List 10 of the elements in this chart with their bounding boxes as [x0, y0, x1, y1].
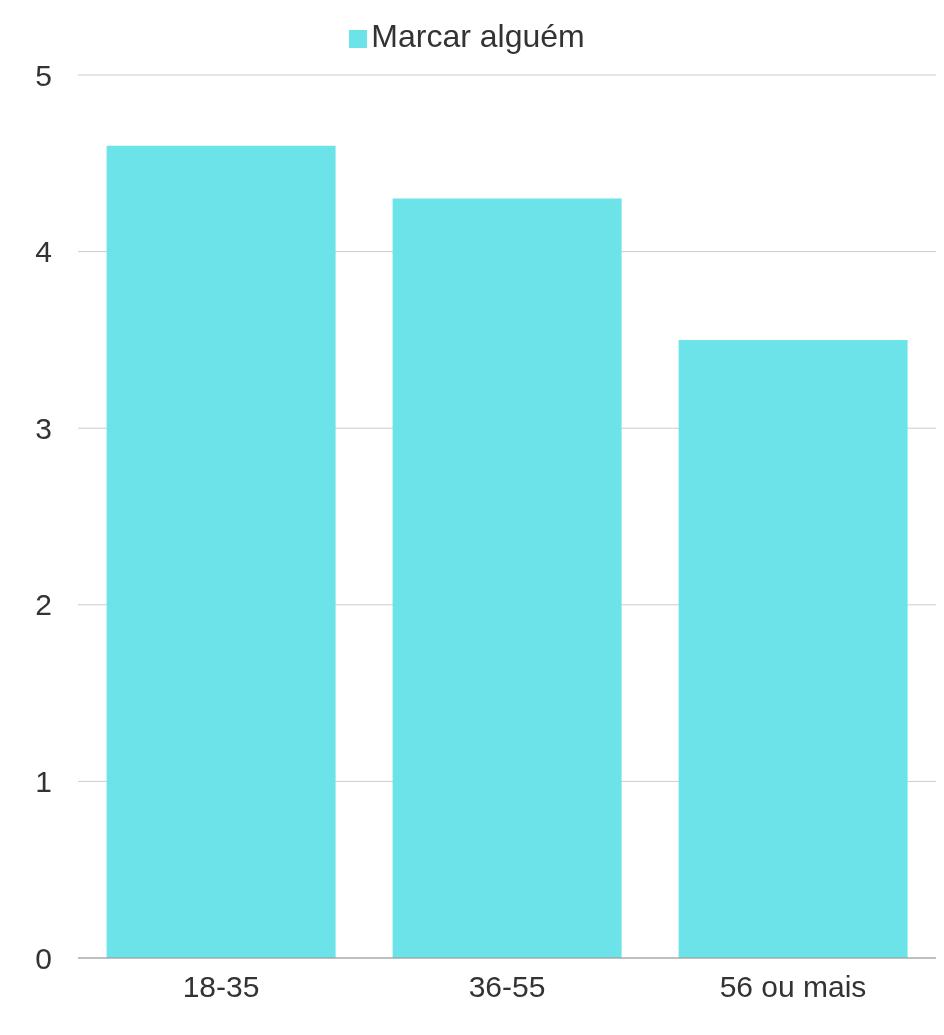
y-tick-label: 3: [35, 411, 52, 445]
x-tick-label: 36-55: [468, 970, 546, 1004]
legend-label: Marcar alguém: [371, 18, 585, 54]
y-tick-label: 4: [35, 235, 52, 269]
y-tick-label: 1: [35, 765, 52, 799]
x-tick-label: 18-35: [182, 970, 260, 1004]
x-tick-label: 56 ou mais: [719, 970, 867, 1004]
y-tick-label: 5: [35, 58, 52, 92]
y-tick-label: 2: [35, 588, 52, 622]
y-tick-label: 0: [35, 941, 52, 975]
